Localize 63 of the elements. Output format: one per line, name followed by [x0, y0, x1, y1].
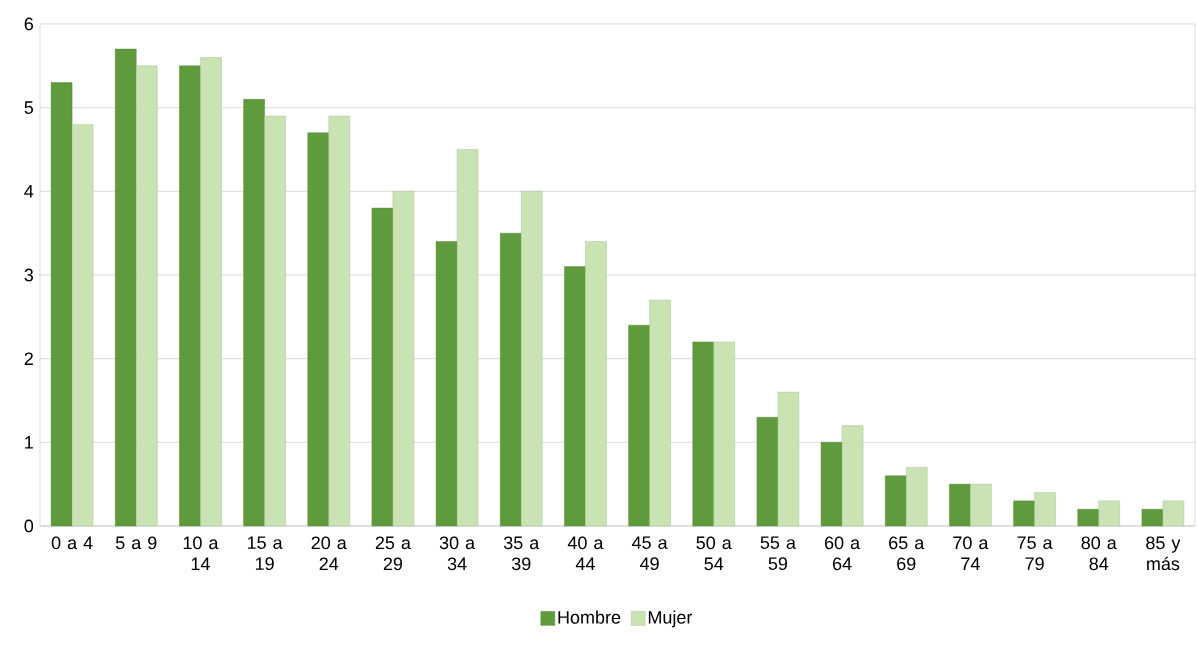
bar	[456, 149, 479, 527]
bar	[949, 483, 971, 527]
bar	[649, 299, 671, 527]
bar	[115, 48, 137, 527]
x-tick-label: 10 a 14	[183, 536, 219, 571]
x-tick-label: 35 a 39	[503, 536, 540, 571]
y-tick-label: 3	[24, 268, 34, 282]
legend-label: Mujer	[648, 610, 693, 628]
bar	[692, 341, 714, 527]
bar	[179, 65, 201, 527]
bar	[841, 425, 864, 527]
bar	[136, 65, 158, 527]
x-tick-label: 25 a 29	[375, 536, 411, 571]
bar	[756, 417, 779, 527]
y-tick-label: 5	[24, 101, 34, 114]
y-tick-label: 4	[24, 185, 34, 198]
bar	[970, 483, 992, 527]
y-tick-label: 6	[24, 17, 34, 31]
x-tick-label: 65 a 69	[889, 536, 925, 571]
y-tick-label: 2	[24, 352, 33, 365]
bar	[713, 341, 735, 527]
bar	[435, 241, 458, 527]
bar	[1077, 509, 1099, 527]
bar	[200, 57, 222, 527]
y-tick-label: 1	[25, 436, 33, 449]
bar	[585, 241, 607, 527]
bar	[71, 124, 94, 527]
x-tick-label: 75 a 79	[1017, 536, 1053, 570]
x-tick-label: 55 a 59	[760, 536, 796, 570]
bar	[264, 115, 286, 527]
bar	[328, 115, 350, 527]
bar	[243, 99, 265, 527]
x-tick-label: 30 a 34	[439, 536, 476, 571]
bar	[50, 82, 73, 527]
bar	[1098, 500, 1120, 527]
x-tick-label: 70 a 74	[953, 536, 989, 571]
bar	[371, 207, 394, 527]
bar	[777, 391, 800, 527]
bar	[1034, 492, 1056, 527]
legend-label: Hombre	[558, 610, 621, 624]
x-tick-label: 20 a 24	[311, 536, 347, 571]
x-tick-label: 80 a 84	[1081, 536, 1117, 571]
x-tick-label: 5 a 9	[115, 536, 157, 550]
bar	[392, 191, 415, 527]
x-tick-label: 15 a 19	[247, 536, 283, 570]
bar	[500, 232, 522, 527]
x-tick-label: 0 a 4	[51, 536, 93, 550]
x-tick-label: 50 a 54	[696, 536, 732, 571]
x-tick-label: 40 a 44	[567, 536, 604, 571]
x-tick-label: 60 a 64	[824, 536, 861, 571]
bar	[564, 266, 586, 527]
bar	[628, 324, 650, 527]
bar	[1013, 500, 1035, 527]
x-tick-label: 85 y más	[1146, 536, 1181, 571]
y-tick-label: 0	[24, 519, 34, 533]
x-tick-label: 45 a 49	[631, 536, 668, 570]
bar	[906, 467, 928, 527]
bar	[307, 132, 329, 527]
bar	[1162, 500, 1185, 527]
bar	[521, 191, 543, 527]
bar	[1141, 509, 1164, 527]
bar	[885, 475, 907, 527]
bar	[820, 442, 843, 527]
